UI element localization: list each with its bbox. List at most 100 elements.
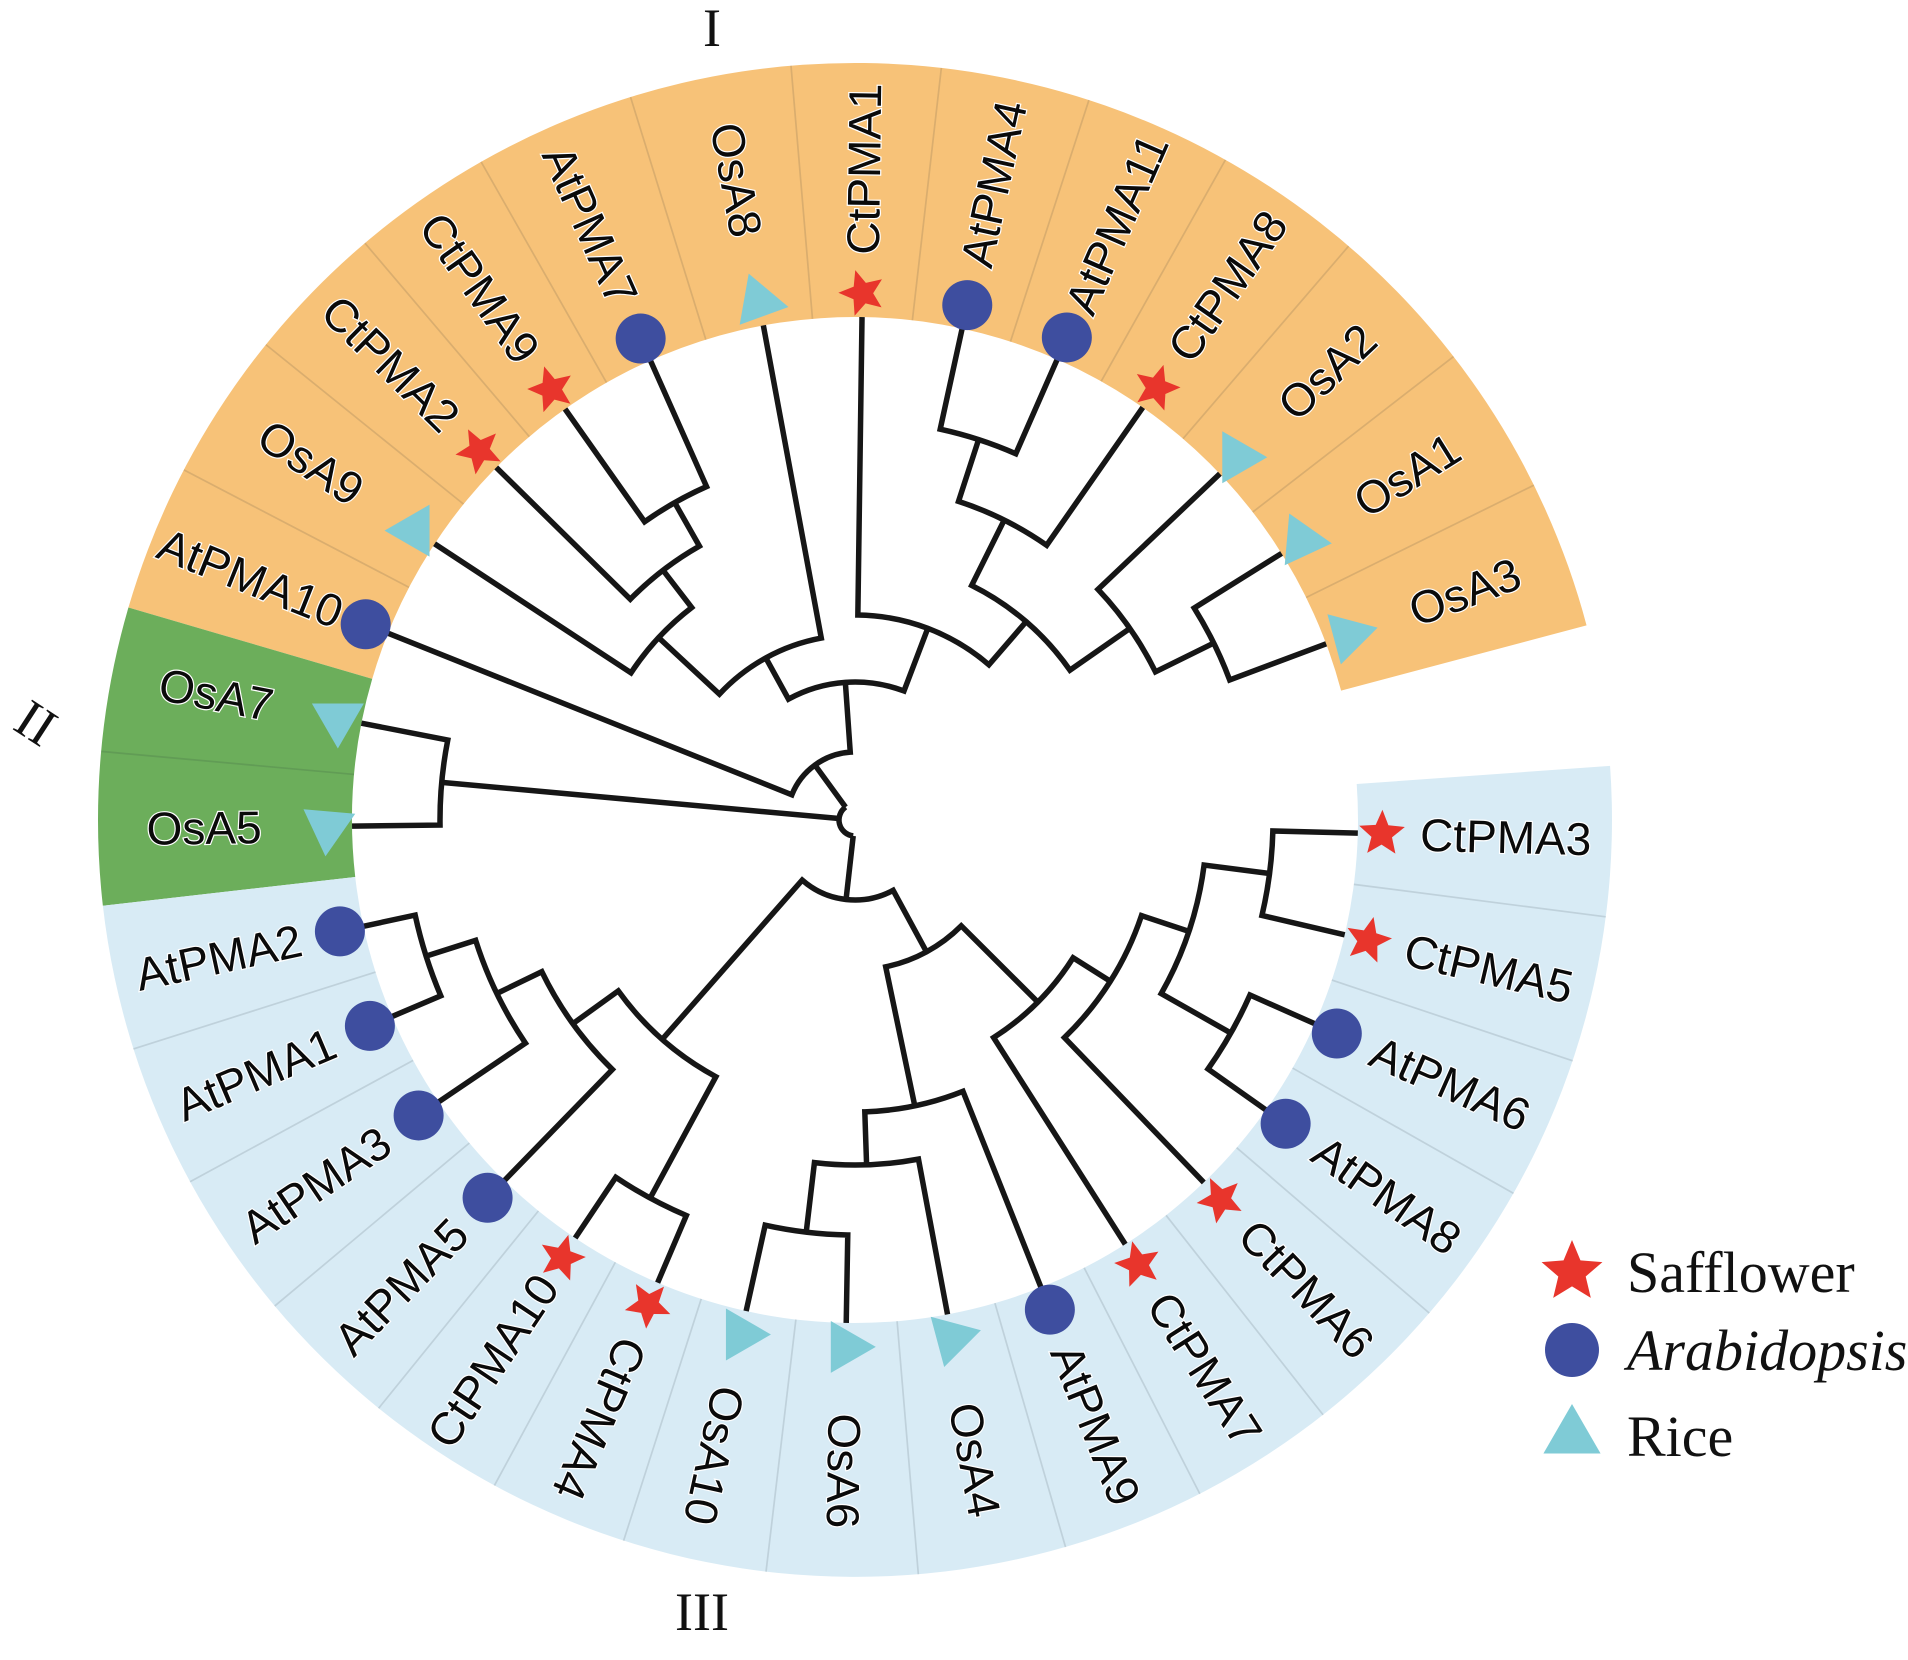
wedge-divider <box>1353 883 1606 918</box>
safflower-star-icon-CtPMA2 <box>455 429 501 475</box>
tree-branch <box>1094 471 1222 676</box>
arabidopsis-circle-icon-AtPMA3 <box>393 1090 444 1141</box>
tree-branch <box>989 953 1128 1246</box>
rice-triangle-icon-OsA2 <box>1222 431 1268 484</box>
rice-triangle-icon-OsA10 <box>725 1308 771 1361</box>
taxon-label-OsA5: OsA5 <box>146 801 262 854</box>
wedge-divider <box>480 161 608 384</box>
wedge-divider <box>911 67 943 321</box>
legend-safflower-star-icon <box>1541 1240 1603 1298</box>
wedge-divider <box>1252 355 1455 513</box>
rice-triangle-icon-OsA1 <box>1284 513 1332 566</box>
safflower-star-icon-CtPMA8 <box>1136 364 1181 411</box>
tree-branch <box>1157 861 1270 1036</box>
rice-triangle-icon-OsA6 <box>830 1320 876 1373</box>
tree-branch <box>968 518 1132 675</box>
tree-branch <box>955 405 1146 550</box>
clade-numeral-III: III <box>675 1582 729 1642</box>
tree-branch <box>1060 912 1206 1185</box>
wedge-divider <box>265 343 465 505</box>
clade-stem-II <box>441 779 840 822</box>
wedge-divider <box>1165 1214 1324 1416</box>
arabidopsis-circle-icon-AtPMA10 <box>340 599 391 650</box>
wedge-divider <box>622 1298 703 1542</box>
rice-triangle-icon-OsA9 <box>384 504 430 557</box>
tree-branch <box>882 921 1040 1107</box>
tree-branch <box>425 936 530 1105</box>
wedge-divider <box>133 971 376 1050</box>
legend-label-rice: Rice <box>1627 1404 1733 1469</box>
clade-stem-III <box>843 835 856 900</box>
wedge-divider <box>1331 979 1573 1062</box>
safflower-star-icon-CtPMA6 <box>1196 1178 1242 1224</box>
legend-label-arabidopsis: Arabidopsis <box>1623 1318 1907 1383</box>
arabidopsis-circle-icon-AtPMA1 <box>344 1000 395 1051</box>
wedge-divider <box>896 1321 920 1575</box>
legend-arabidopsis-circle-icon <box>1545 1323 1599 1377</box>
wedge-divider <box>765 1319 797 1572</box>
wedge-divider <box>189 1059 414 1183</box>
legend: Safflower Arabidopsis Rice <box>1541 1240 1907 1469</box>
wedge-divider <box>790 65 814 319</box>
rice-triangle-icon-OsA3 <box>1327 614 1378 665</box>
wedge-divider <box>629 96 707 340</box>
rice-triangle-icon-OsA7 <box>311 703 364 749</box>
tree-branch <box>656 324 825 699</box>
rice-triangle-icon-OsA4 <box>930 1316 981 1367</box>
legend-rice-triangle-icon <box>1543 1404 1601 1454</box>
root-junction <box>836 804 854 839</box>
legend-label-safflower: Safflower <box>1627 1240 1855 1305</box>
legend-item-arabidopsis: Arabidopsis <box>1545 1318 1907 1383</box>
wedge-divider <box>1236 1147 1430 1314</box>
wedge-divider <box>1100 159 1227 382</box>
rice-triangle-icon-OsA8 <box>739 273 789 325</box>
wedge-divider <box>364 242 530 438</box>
arabidopsis-circle-icon-AtPMA9 <box>1024 1284 1075 1335</box>
tree-branch <box>433 541 696 677</box>
wedge-divider <box>1182 245 1350 440</box>
safflower-star-icon-CtPMA1 <box>838 270 882 316</box>
arabidopsis-circle-icon-AtPMA5 <box>462 1172 513 1223</box>
taxon-label-CtPMA3: CtPMA3 <box>1419 809 1592 865</box>
tree-branch <box>855 317 1029 669</box>
wedge-divider <box>493 1261 617 1486</box>
clade-numeral-I: I <box>703 0 721 58</box>
wedge-divider <box>994 1302 1067 1548</box>
rice-triangle-icon-OsA5 <box>303 809 356 857</box>
clade-band-III <box>102 765 1612 1577</box>
arabidopsis-circle-icon-AtPMA11 <box>1041 312 1092 363</box>
safflower-star-icon-CtPMA10 <box>541 1234 586 1281</box>
arabidopsis-circle-icon-AtPMA2 <box>314 906 365 957</box>
arabidopsis-circle-icon-AtPMA4 <box>942 280 993 331</box>
wedge-divider <box>183 469 410 589</box>
wedge-divider <box>101 750 355 776</box>
clade-band-I <box>128 63 1587 691</box>
tree-branch <box>352 720 451 829</box>
arabidopsis-circle-icon-AtPMA6 <box>1311 1008 1362 1059</box>
clade-numeral-II: II <box>5 688 68 758</box>
legend-item-safflower: Safflower <box>1541 1240 1855 1305</box>
clade-stem-I <box>812 763 848 809</box>
taxon-label-CtPMA1: CtPMA1 <box>837 83 891 255</box>
wedge-divider <box>1305 484 1535 599</box>
tree-branch <box>386 630 854 799</box>
clade-band-II <box>98 607 373 906</box>
tree-branch <box>660 876 929 1042</box>
tree-branch <box>1258 828 1358 938</box>
tree-branch <box>571 987 720 1200</box>
wedge-divider <box>274 1142 470 1307</box>
wedge-divider <box>377 1210 540 1409</box>
arabidopsis-circle-icon-AtPMA8 <box>1260 1098 1311 1149</box>
arabidopsis-circle-icon-AtPMA7 <box>615 313 666 364</box>
tree-branch <box>743 1221 851 1323</box>
safflower-star-icon-CtPMA4 <box>624 1284 671 1329</box>
tree-branch <box>861 1087 1044 1289</box>
wedge-divider <box>1009 99 1090 342</box>
legend-item-rice: Rice <box>1543 1404 1733 1469</box>
safflower-star-icon-CtPMA9 <box>527 366 571 413</box>
safflower-star-icon-CtPMA5 <box>1347 916 1392 963</box>
wedge-divider <box>1292 1067 1514 1195</box>
tree-branch <box>495 968 617 1183</box>
wedge-divider <box>1083 1267 1201 1495</box>
